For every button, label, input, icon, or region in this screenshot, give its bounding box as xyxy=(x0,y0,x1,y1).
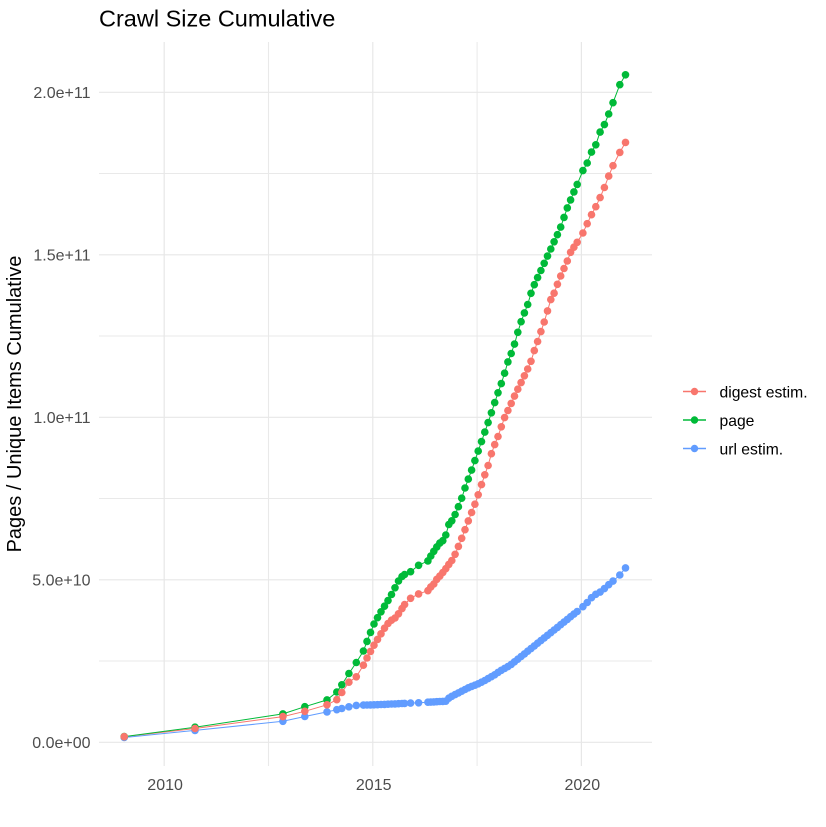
svg-text:2015: 2015 xyxy=(356,777,392,794)
svg-text:Pages / Unique Items Cumulativ: Pages / Unique Items Cumulative xyxy=(4,256,26,553)
svg-text:0.0e+00: 0.0e+00 xyxy=(32,735,90,752)
svg-text:1.0e+11: 1.0e+11 xyxy=(33,410,90,427)
svg-text:Crawl Size Cumulative: Crawl Size Cumulative xyxy=(99,6,335,32)
svg-text:url estim.: url estim. xyxy=(720,441,784,458)
svg-text:2020: 2020 xyxy=(565,777,601,794)
svg-text:page: page xyxy=(720,413,755,430)
svg-text:digest estim.: digest estim. xyxy=(720,384,808,401)
svg-text:1.5e+11: 1.5e+11 xyxy=(33,248,90,265)
svg-text:5.0e+10: 5.0e+10 xyxy=(32,573,90,590)
svg-text:2010: 2010 xyxy=(147,777,183,794)
svg-text:2.0e+11: 2.0e+11 xyxy=(33,85,90,102)
